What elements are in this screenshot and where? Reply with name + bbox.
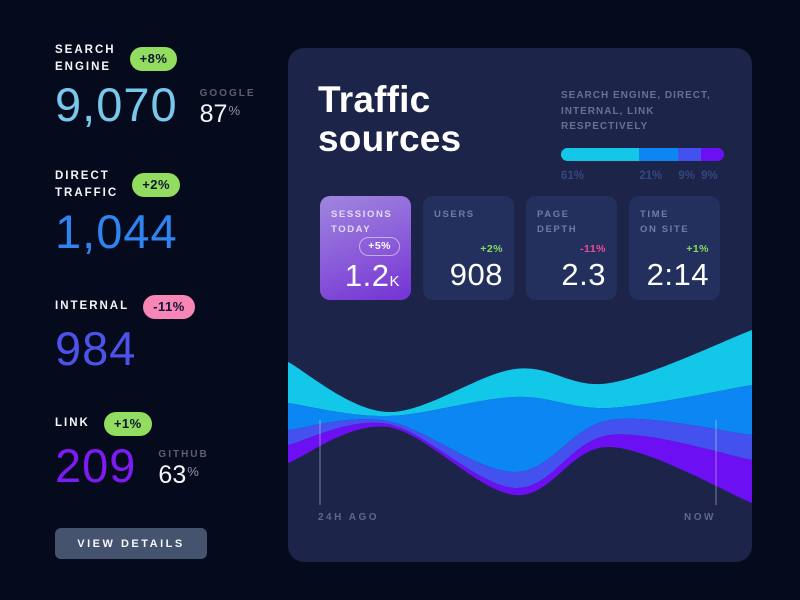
traffic-sources-card: Traffic sources SEARCH ENGINE, DIRECT, I… <box>288 48 752 562</box>
stream-chart-svg <box>288 330 752 505</box>
metric-label: SEARCH ENGINE <box>55 44 116 73</box>
metric-value: 209 <box>55 438 137 492</box>
stream-band-direct <box>288 385 752 473</box>
metric-secondary: GITHUB 63% <box>158 449 208 488</box>
metric-label: DIRECT TRAFFIC <box>55 170 119 199</box>
legend-bar <box>561 147 724 161</box>
legend-segment-direct <box>639 147 679 161</box>
change-badge: +2% <box>132 172 181 197</box>
stat-change: -11% <box>580 243 606 255</box>
stat-users[interactable]: USERS +2% 908 <box>423 196 514 300</box>
metric-search-engine: SEARCH ENGINE +8% 9,070 GOOGLE 87% <box>55 42 260 129</box>
chart-ref-label: NOW <box>684 512 716 523</box>
metric-label: LINK <box>55 417 90 430</box>
metric-internal: INTERNAL -11% 984 <box>55 294 260 375</box>
legend-percentages: 61% 21% 9% 9% <box>561 170 724 182</box>
metric-secondary: GOOGLE 87% <box>200 88 256 127</box>
legend-percentage: 61% <box>561 169 585 182</box>
metric-value: 9,070 <box>55 78 178 132</box>
legend-percentage: 9% <box>678 169 695 182</box>
stat-label: TIME ON SITE <box>640 209 690 236</box>
traffic-legend: SEARCH ENGINE, DIRECT, INTERNAL, LINK RE… <box>561 88 724 182</box>
change-badge: -11% <box>143 294 195 319</box>
stat-page-depth[interactable]: PAGE DEPTH -11% 2.3 <box>526 196 617 300</box>
stat-label: USERS <box>434 209 475 220</box>
stat-tiles-row: SESSIONS TODAY +5% 1.2K USERS +2% 908 PA… <box>320 196 720 300</box>
legend-segment-internal <box>678 147 702 161</box>
stat-label: SESSIONS TODAY <box>331 209 393 236</box>
secondary-source-value: 63% <box>158 460 199 489</box>
card-title: Traffic sources <box>318 79 462 160</box>
stat-value: 1.2K <box>344 258 400 294</box>
stat-sessions-today[interactable]: SESSIONS TODAY +5% 1.2K <box>320 196 411 300</box>
traffic-streamgraph: 24H AGO NOW <box>288 312 752 562</box>
legend-segment-link <box>701 147 724 161</box>
legend-segment-search-engine <box>561 147 640 161</box>
legend-percentage: 21% <box>639 169 663 182</box>
stat-change: +1% <box>686 243 709 255</box>
stat-label: PAGE DEPTH <box>537 209 578 236</box>
change-badge: +1% <box>103 411 152 436</box>
secondary-source-value: 87% <box>199 100 240 129</box>
legend-caption: SEARCH ENGINE, DIRECT, INTERNAL, LINK RE… <box>561 90 711 132</box>
metric-label: INTERNAL <box>55 300 130 313</box>
chart-ref-label: 24H AGO <box>318 512 380 523</box>
stat-change: +2% <box>480 243 503 255</box>
metric-link: LINK +1% 209 GITHUB 63% <box>55 411 260 492</box>
stream-band-link <box>288 422 752 503</box>
stat-value: 2.3 <box>561 257 606 292</box>
stat-value: 2:14 <box>646 257 709 292</box>
view-details-button[interactable]: VIEW DETAILS <box>55 528 207 560</box>
stream-band-search-engine <box>288 330 752 417</box>
stream-band-internal <box>288 418 752 489</box>
secondary-source-label: GOOGLE <box>199 88 256 100</box>
stat-time-on-site[interactable]: TIME ON SITE +1% 2:14 <box>629 196 720 300</box>
metric-direct-traffic: DIRECT TRAFFIC +2% 1,044 <box>55 168 260 255</box>
stat-change-pill: +5% <box>359 237 400 257</box>
change-badge: +8% <box>129 46 178 71</box>
metrics-sidebar: SEARCH ENGINE +8% 9,070 GOOGLE 87% DIREC… <box>55 42 260 560</box>
metric-value: 984 <box>55 321 137 375</box>
metric-value: 1,044 <box>55 204 178 258</box>
secondary-source-label: GITHUB <box>158 448 209 460</box>
legend-percentage: 9% <box>701 169 718 182</box>
stat-value: 908 <box>449 257 503 292</box>
